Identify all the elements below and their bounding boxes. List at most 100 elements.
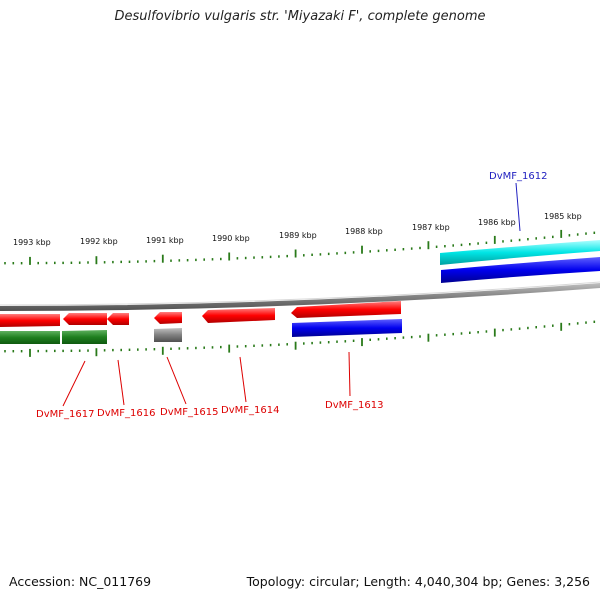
ruler-major-tick xyxy=(29,256,31,265)
cds-dvmf-1616-feature[interactable] xyxy=(62,330,107,344)
leader-dvmf-1612 xyxy=(515,182,521,232)
ruler-minor-tick xyxy=(485,241,488,244)
gene-label-dvmf-1612[interactable]: DvMF_1612 xyxy=(489,171,547,182)
cds-dvmf-1612-feature[interactable] xyxy=(441,257,600,283)
cds-dvmf-1613-feature[interactable] xyxy=(292,319,402,337)
ruler-minor-tick xyxy=(37,261,39,265)
ruler-minor-tick xyxy=(278,255,280,258)
ruler-label-1987: 1987 kbp xyxy=(412,223,450,232)
ruler-minor-tick xyxy=(45,261,48,265)
gene-label-dvmf-1615[interactable]: DvMF_1615 xyxy=(160,407,218,418)
ruler-major-tick xyxy=(161,346,164,355)
ruler-labels: 1993 kbp 1992 kbp 1991 kbp 1990 kbp 1989… xyxy=(13,212,582,247)
ruler-minor-tick xyxy=(444,333,446,336)
leader-dvmf-1614 xyxy=(239,356,247,403)
ruler-minor-tick xyxy=(543,236,546,239)
ruler-major-tick xyxy=(427,333,430,342)
ruler-minor-tick xyxy=(319,341,322,344)
gene-dvmf-1616b-feature[interactable] xyxy=(63,313,107,325)
ruler-minor-tick xyxy=(568,234,571,237)
ruler-minor-tick xyxy=(120,260,122,264)
ruler-minor-tick xyxy=(576,233,579,236)
ruler-minor-tick xyxy=(253,344,255,347)
accession-label: Accession: NC_011769 xyxy=(9,574,152,589)
cds-dvmf-1617-feature[interactable] xyxy=(0,331,60,344)
ruler-major-tick xyxy=(95,256,98,265)
ruler-minor-tick xyxy=(153,259,156,263)
ruler-minor-tick xyxy=(469,243,471,246)
ruler-minor-tick xyxy=(137,348,139,351)
ruler-minor-tick xyxy=(543,325,546,328)
ruler-minor-tick xyxy=(352,251,355,254)
ruler-minor-tick xyxy=(62,261,64,265)
gene-label-dvmf-1617[interactable]: DvMF_1617 xyxy=(36,409,94,420)
ruler-major-tick xyxy=(361,338,363,347)
ruler-label-1986: 1986 kbp xyxy=(478,218,516,227)
cds-dvmf-1615-feature[interactable] xyxy=(154,328,182,342)
ruler-minor-tick xyxy=(87,261,89,264)
ruler-minor-tick xyxy=(220,257,222,261)
ruler-minor-tick xyxy=(336,340,338,343)
map-title: Desulfovibrio vulgaris str. 'Miyazaki F'… xyxy=(114,9,486,24)
ruler-major-tick xyxy=(493,235,496,244)
gene-dvmf-1616-feature[interactable] xyxy=(107,313,129,325)
gene-dvmf-1615-feature[interactable] xyxy=(154,312,182,324)
ruler-minor-tick xyxy=(469,331,471,334)
ruler-major-tick xyxy=(228,344,231,353)
gene-label-dvmf-1616[interactable]: DvMF_1616 xyxy=(97,408,155,419)
ruler-minor-tick xyxy=(20,350,23,353)
ruler-minor-tick xyxy=(552,324,554,327)
gene-dvmf-1617-feature[interactable] xyxy=(0,314,60,327)
ruler-minor-tick xyxy=(402,336,405,339)
ruler-minor-tick xyxy=(535,326,537,329)
ruler-major-tick xyxy=(361,245,363,254)
ruler-minor-tick xyxy=(377,249,380,253)
gene-dvmf-1613-feature[interactable] xyxy=(291,301,401,318)
ruler-minor-tick xyxy=(20,262,23,265)
ruler-major-tick xyxy=(161,254,164,263)
ruler-minor-tick xyxy=(269,255,272,259)
ruler-minor-tick xyxy=(394,337,396,340)
ruler-minor-tick xyxy=(485,330,488,333)
ruler-minor-tick xyxy=(518,238,521,242)
ruler-minor-tick xyxy=(54,261,56,265)
ruler-minor-tick xyxy=(410,247,413,250)
ruler-minor-tick xyxy=(12,350,15,353)
ruler-minor-tick xyxy=(527,326,529,330)
ruler-major-tick xyxy=(427,241,430,250)
leader-dvmf-1616 xyxy=(117,359,125,406)
ruler-minor-tick xyxy=(394,248,396,251)
ruler-major-tick xyxy=(228,252,231,261)
ruler-minor-tick xyxy=(103,349,106,352)
ruler-minor-tick xyxy=(535,237,537,240)
gene-label-dvmf-1614[interactable]: DvMF_1614 xyxy=(221,405,279,416)
gene-dvmf-1612-feature[interactable] xyxy=(440,240,600,265)
ruler-minor-tick xyxy=(145,260,147,263)
ruler-minor-tick xyxy=(236,345,239,348)
ruler-minor-tick xyxy=(4,262,6,265)
gene-dvmf-1614-feature[interactable] xyxy=(202,308,275,323)
ruler-minor-tick xyxy=(568,323,571,326)
ruler-minor-tick xyxy=(253,256,255,259)
ruler-minor-tick xyxy=(344,251,347,255)
ruler-minor-tick xyxy=(54,349,56,353)
genome-backbone xyxy=(0,283,600,311)
ruler-minor-tick xyxy=(460,243,463,247)
ruler-minor-tick xyxy=(278,343,280,346)
ruler-minor-tick xyxy=(211,258,214,261)
ruler-minor-tick xyxy=(435,334,438,337)
ruler-minor-tick xyxy=(153,348,156,351)
ruler-minor-tick xyxy=(327,341,330,344)
ruler-minor-tick xyxy=(70,349,73,352)
ruler-major-tick xyxy=(294,249,297,258)
ruler-minor-tick xyxy=(170,259,172,262)
ruler-minor-tick xyxy=(460,332,463,335)
gene-label-dvmf-1613[interactable]: DvMF_1613 xyxy=(325,400,383,411)
ruler-minor-tick xyxy=(112,260,114,264)
ruler-minor-tick xyxy=(419,335,421,338)
ruler-minor-tick xyxy=(518,327,521,330)
ruler-minor-tick xyxy=(203,346,205,349)
ruler-minor-tick xyxy=(236,257,239,260)
ruler-minor-tick xyxy=(502,328,504,332)
ruler-minor-tick xyxy=(585,321,587,324)
